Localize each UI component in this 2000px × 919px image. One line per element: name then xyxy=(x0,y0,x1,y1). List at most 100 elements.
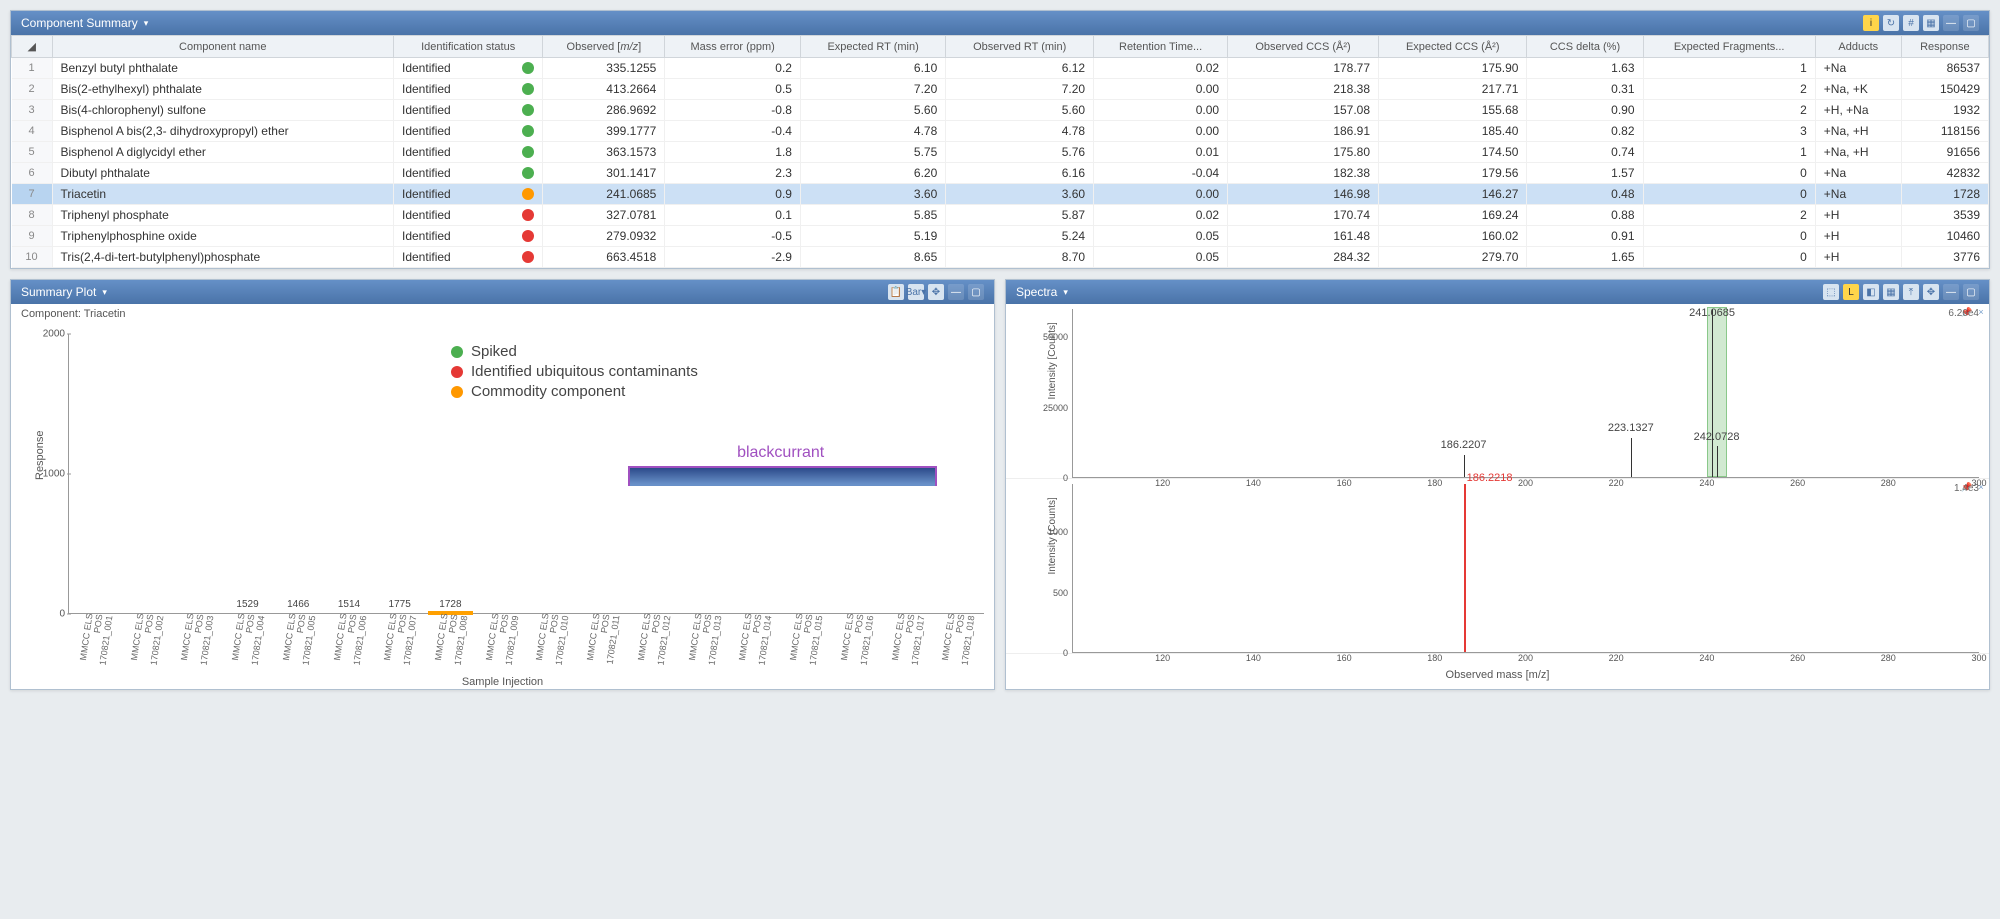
column-header[interactable]: Response xyxy=(1901,36,1988,58)
column-header[interactable]: Observed CCS (Å²) xyxy=(1228,36,1379,58)
cell: 0.01 xyxy=(1094,142,1228,163)
maximize-icon[interactable]: ▢ xyxy=(1963,284,1979,300)
spec-icon-1[interactable]: ⬚ xyxy=(1823,284,1839,300)
cell: 5 xyxy=(12,142,53,163)
cell: Dibutyl phthalate xyxy=(52,163,394,184)
panel-title-dropdown[interactable]: Component Summary xyxy=(21,16,148,30)
cell: 155.68 xyxy=(1379,100,1527,121)
cell: Bisphenol A diglycidyl ether xyxy=(52,142,394,163)
cell: Identified xyxy=(394,100,543,121)
cell: 0 xyxy=(1643,184,1815,205)
cell: 0.00 xyxy=(1094,184,1228,205)
column-header[interactable]: Identification status xyxy=(394,36,543,58)
panel-toolbar: 📋 Bar ▾ ✥ — ▢ xyxy=(888,284,984,300)
x-tick-label: MMCC ELS POS 170821_007 xyxy=(371,611,428,677)
spectrum-top[interactable]: 📌× 6.26e4 Intensity [Counts]02500050000 … xyxy=(1006,304,1989,479)
column-header[interactable]: Expected CCS (Å²) xyxy=(1379,36,1527,58)
refresh-icon[interactable]: ↻ xyxy=(1883,15,1899,31)
table-row[interactable]: 7TriacetinIdentified241.06850.93.603.600… xyxy=(12,184,1989,205)
maximize-icon[interactable]: ▢ xyxy=(1963,15,1979,31)
x-tick-label: MMCC ELS POS 170821_004 xyxy=(219,611,276,677)
cell: 1.65 xyxy=(1527,247,1643,268)
info-icon[interactable]: i xyxy=(1863,15,1879,31)
spectrum-bottom[interactable]: 📌× 1.4e3 Intensity [Counts]05001000 186.… xyxy=(1006,479,1989,654)
panel-title-dropdown[interactable]: Summary Plot xyxy=(21,285,107,299)
cell: 86537 xyxy=(1901,58,1988,79)
x-tick-label: MMCC ELS POS 170821_011 xyxy=(574,611,631,677)
grid-icon[interactable]: ▦ xyxy=(1923,15,1939,31)
panel-header: Spectra ⬚ L ◧ ▦ ⤒ ✥ — ▢ xyxy=(1006,280,1989,304)
cell: 0.48 xyxy=(1527,184,1643,205)
cell: Bisphenol A bis(2,3- dihydroxypropyl) et… xyxy=(52,121,394,142)
column-header[interactable]: Observed RT (min) xyxy=(946,36,1094,58)
spec-icon-2[interactable]: L xyxy=(1843,284,1859,300)
cell: 3776 xyxy=(1901,247,1988,268)
cell: 279.70 xyxy=(1379,247,1527,268)
cell: 1932 xyxy=(1901,100,1988,121)
cell: Identified xyxy=(394,163,543,184)
cell: 179.56 xyxy=(1379,163,1527,184)
x-tick-label: MMCC ELS POS 170821_005 xyxy=(270,611,327,677)
clipboard-icon[interactable]: 📋 xyxy=(888,284,904,300)
cell: 241.0685 xyxy=(543,184,665,205)
cell: 161.48 xyxy=(1228,226,1379,247)
column-header[interactable]: Observed [m/z] xyxy=(543,36,665,58)
x-tick-label: MMCC ELS POS 170821_003 xyxy=(168,611,225,677)
cell: Bis(4-chlorophenyl) sulfone xyxy=(52,100,394,121)
spectrum-peak xyxy=(1631,438,1632,477)
column-header[interactable]: ◢ xyxy=(12,36,53,58)
cell: 5.24 xyxy=(946,226,1094,247)
spec-icon-3[interactable]: ◧ xyxy=(1863,284,1879,300)
table-row[interactable]: 5Bisphenol A diglycidyl etherIdentified3… xyxy=(12,142,1989,163)
panel-toolbar: ⬚ L ◧ ▦ ⤒ ✥ — ▢ xyxy=(1823,284,1979,300)
cell: 4.78 xyxy=(800,121,945,142)
column-header[interactable]: Retention Time... xyxy=(1094,36,1228,58)
cell: 0.1 xyxy=(665,205,801,226)
minimize-icon[interactable]: — xyxy=(948,284,964,300)
plot-subtitle: Component: Triacetin xyxy=(11,304,994,324)
spec-icon-4[interactable]: ▦ xyxy=(1883,284,1899,300)
cell: 185.40 xyxy=(1379,121,1527,142)
x-tick-label: MMCC ELS POS 170821_015 xyxy=(777,611,834,677)
peak-label: 241.0685 xyxy=(1689,307,1735,319)
table-row[interactable]: 2Bis(2-ethylhexyl) phthalateIdentified41… xyxy=(12,79,1989,100)
table-row[interactable]: 9Triphenylphosphine oxideIdentified279.0… xyxy=(12,226,1989,247)
cell: 150429 xyxy=(1901,79,1988,100)
column-header[interactable]: CCS delta (%) xyxy=(1527,36,1643,58)
cell: Benzyl butyl phthalate xyxy=(52,58,394,79)
move-icon[interactable]: ✥ xyxy=(1923,284,1939,300)
table-row[interactable]: 8Triphenyl phosphateIdentified327.07810.… xyxy=(12,205,1989,226)
table-row[interactable]: 6Dibutyl phthalateIdentified301.14172.36… xyxy=(12,163,1989,184)
panel-title-dropdown[interactable]: Spectra xyxy=(1016,285,1068,299)
spec-icon-5[interactable]: ⤒ xyxy=(1903,284,1919,300)
cell: -0.04 xyxy=(1094,163,1228,184)
move-icon[interactable]: ✥ xyxy=(928,284,944,300)
y-tick: 1000 xyxy=(43,469,71,480)
maximize-icon[interactable]: ▢ xyxy=(968,284,984,300)
minimize-icon[interactable]: — xyxy=(1943,284,1959,300)
column-header[interactable]: Expected Fragments... xyxy=(1643,36,1815,58)
hash-icon[interactable]: # xyxy=(1903,15,1919,31)
minimize-icon[interactable]: — xyxy=(1943,15,1959,31)
cell: +H xyxy=(1815,247,1901,268)
cell: 3.60 xyxy=(946,184,1094,205)
cell: 0.31 xyxy=(1527,79,1643,100)
x-tick-label: MMCC ELS POS 170821_013 xyxy=(676,611,733,677)
cell: 146.98 xyxy=(1228,184,1379,205)
bar-chart[interactable]: SpikedIdentified ubiquitous contaminants… xyxy=(11,324,994,689)
cell: 42832 xyxy=(1901,163,1988,184)
column-header[interactable]: Expected RT (min) xyxy=(800,36,945,58)
x-axis-label: Observed mass [m/z] xyxy=(1016,669,1979,681)
column-header[interactable]: Mass error (ppm) xyxy=(665,36,801,58)
table-row[interactable]: 1Benzyl butyl phthalateIdentified335.125… xyxy=(12,58,1989,79)
table-row[interactable]: 4Bisphenol A bis(2,3- dihydroxypropyl) e… xyxy=(12,121,1989,142)
cell: 178.77 xyxy=(1228,58,1379,79)
cell: 2 xyxy=(12,79,53,100)
cell: 1.8 xyxy=(665,142,801,163)
table-row[interactable]: 3Bis(4-chlorophenyl) sulfoneIdentified28… xyxy=(12,100,1989,121)
column-header[interactable]: Component name xyxy=(52,36,394,58)
table-row[interactable]: 10Tris(2,4-di-tert-butylphenyl)phosphate… xyxy=(12,247,1989,268)
column-header[interactable]: Adducts xyxy=(1815,36,1901,58)
chart-type-selector[interactable]: Bar ▾ xyxy=(908,284,924,300)
cell: +Na xyxy=(1815,184,1901,205)
